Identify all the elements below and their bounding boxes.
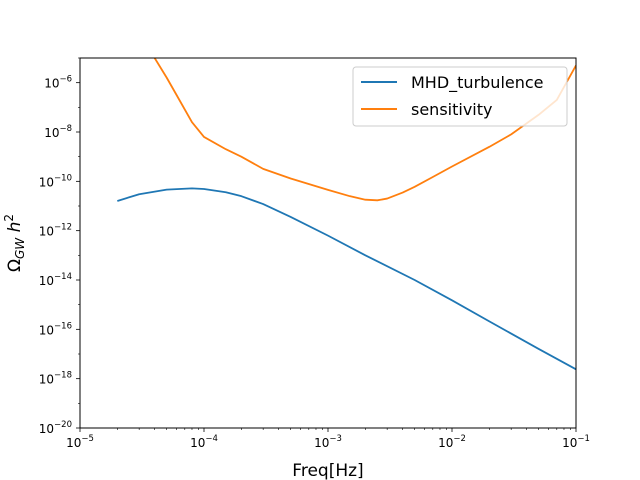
- legend-frame: [352, 66, 568, 127]
- series-line-sensitivity: [153, 58, 576, 202]
- x-axis: 10−5 10−4 10−3 10−2 10−1: [66, 428, 590, 450]
- x-tick-label: 10−2: [438, 434, 466, 450]
- y-axis-label: ΩGW h2: [2, 214, 27, 272]
- y-tick-label: 10−12: [39, 223, 72, 239]
- legend-label-sensitivity: sensitivity: [411, 100, 492, 119]
- y-tick-label: 10−10: [39, 173, 72, 189]
- x-tick-label: 10−4: [190, 434, 218, 450]
- y-tick-label: 10−16: [39, 321, 72, 337]
- series-line-mhd-turbulence: [117, 187, 576, 371]
- y-tick-label: 10−14: [39, 272, 72, 288]
- x-axis-label: Freq[Hz]: [292, 461, 363, 480]
- y-axis: 10−20 10−18 10−16 10−14 10−12 10−10 10−8 10−6: [39, 57, 80, 436]
- series-layer: [117, 58, 576, 371]
- legend: MHD_turbulence sensitivity: [352, 66, 568, 127]
- x-tick-label: 10−3: [314, 434, 342, 450]
- legend-label-mhd-turbulence: MHD_turbulence: [411, 73, 544, 93]
- y-tick-label: 10−8: [44, 124, 72, 140]
- x-tick-label: 10−1: [562, 434, 590, 450]
- y-tick-label: 10−18: [39, 371, 72, 387]
- x-tick-label: 10−5: [66, 434, 94, 450]
- y-tick-label: 10−6: [44, 75, 72, 91]
- y-tick-label: 10−20: [39, 420, 72, 436]
